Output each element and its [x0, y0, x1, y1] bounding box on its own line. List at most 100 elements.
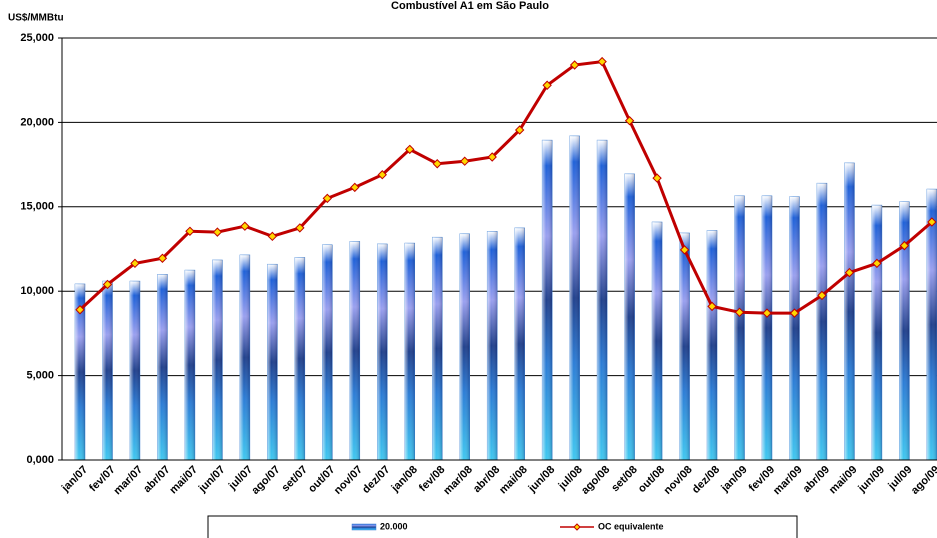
marker: [350, 182, 360, 193]
y-tick-label: 15,000: [20, 201, 54, 213]
y-tick-label: 5,000: [26, 370, 54, 382]
bar: [899, 201, 910, 461]
x-tick-label: mai/09: [827, 464, 860, 497]
bar-shine: [239, 254, 250, 460]
marker: [844, 267, 855, 278]
y-tick-label: 0,000: [26, 454, 54, 466]
bar-shine: [871, 205, 882, 460]
bar: [377, 243, 388, 461]
bar-shine: [404, 243, 415, 460]
marker: [597, 56, 607, 67]
bar: [486, 231, 498, 461]
bar-shine: [597, 140, 608, 460]
y-tick-label: 10,000: [20, 285, 54, 297]
chart-title: Combustível A1 em São Paulo: [391, 0, 549, 12]
x-tick-label: jun/09: [855, 464, 887, 496]
marker: [460, 156, 470, 166]
marker: [707, 301, 717, 312]
bar-shine: [432, 237, 443, 460]
bar-shine: [652, 221, 663, 460]
x-tick-label: abr/07: [141, 464, 172, 495]
x-tick-label: jun/07: [196, 464, 228, 496]
marker: [322, 193, 333, 204]
bar-shine: [267, 264, 278, 460]
x-tick-label: dez/07: [360, 464, 392, 496]
bar: [431, 236, 443, 461]
bar: [212, 259, 223, 461]
bar: [239, 254, 251, 461]
x-tick-label: jan/07: [59, 464, 90, 495]
marker: [212, 227, 223, 237]
bar: [294, 257, 306, 461]
bar: [184, 269, 196, 461]
legend-swatch: [351, 523, 377, 531]
bar: [541, 139, 553, 461]
bar: [651, 221, 663, 461]
bar: [322, 244, 333, 461]
x-tick-label: set/07: [279, 464, 310, 495]
bar-shine: [926, 189, 937, 461]
bar-shine: [707, 230, 718, 460]
y-tick-label: 25,000: [20, 32, 54, 44]
marker: [514, 125, 525, 135]
marker: [185, 226, 195, 236]
marker: [899, 240, 910, 251]
bar: [267, 263, 278, 461]
line: [78, 60, 933, 315]
bar: [102, 280, 113, 461]
bar-shine: [184, 270, 195, 460]
bar-shine: [624, 173, 635, 460]
bar-shine: [294, 257, 305, 460]
marker: [652, 173, 662, 183]
y-tick-label: 20,000: [20, 116, 54, 128]
legend-label: 20.000: [380, 521, 408, 531]
marker: [789, 308, 800, 318]
bar-shine: [487, 231, 498, 460]
bar-shine: [514, 227, 525, 460]
x-tick-label: mar/08: [441, 464, 475, 498]
marker: [872, 258, 882, 269]
x-tick-label: mai/07: [167, 464, 200, 497]
bar: [569, 135, 580, 461]
bar: [734, 195, 745, 461]
bar-shine: [816, 183, 827, 460]
bar-shine: [129, 281, 140, 460]
bar-shine: [762, 195, 772, 460]
marker: [432, 159, 442, 169]
bar-shine: [679, 232, 690, 460]
x-tick-label: jun/08: [526, 464, 558, 496]
bar-shine: [569, 135, 580, 461]
x-tick-label: abr/09: [801, 464, 832, 495]
x-tick-label: mar/09: [771, 464, 805, 498]
bar-shine: [322, 244, 333, 460]
bar: [459, 233, 470, 461]
bar-shine: [75, 283, 85, 460]
x-tick-label: ago/07: [249, 464, 282, 497]
bar: [349, 241, 361, 461]
bar-shine: [734, 195, 745, 460]
marker: [75, 305, 85, 315]
bar: [624, 173, 635, 461]
bar: [596, 139, 608, 461]
bar-shine: [212, 259, 223, 460]
bar: [926, 188, 937, 461]
legend-marker: [573, 523, 581, 531]
x-tick-label: dez/08: [690, 464, 722, 496]
bar-shine: [377, 243, 388, 460]
bar: [816, 182, 828, 461]
marker: [295, 223, 305, 233]
bar-shine: [789, 196, 800, 460]
bar: [761, 195, 773, 461]
marker: [487, 152, 497, 162]
bar: [844, 162, 855, 461]
bar: [157, 274, 168, 461]
x-tick-label: abr/08: [471, 464, 502, 495]
y-axis-label: US$/MMBtu: [8, 13, 64, 24]
x-tick-label: mai/08: [497, 464, 530, 497]
bar: [789, 196, 800, 461]
marker: [762, 308, 772, 318]
bar: [706, 230, 718, 461]
bar-shine: [459, 233, 470, 460]
marker: [130, 258, 140, 269]
